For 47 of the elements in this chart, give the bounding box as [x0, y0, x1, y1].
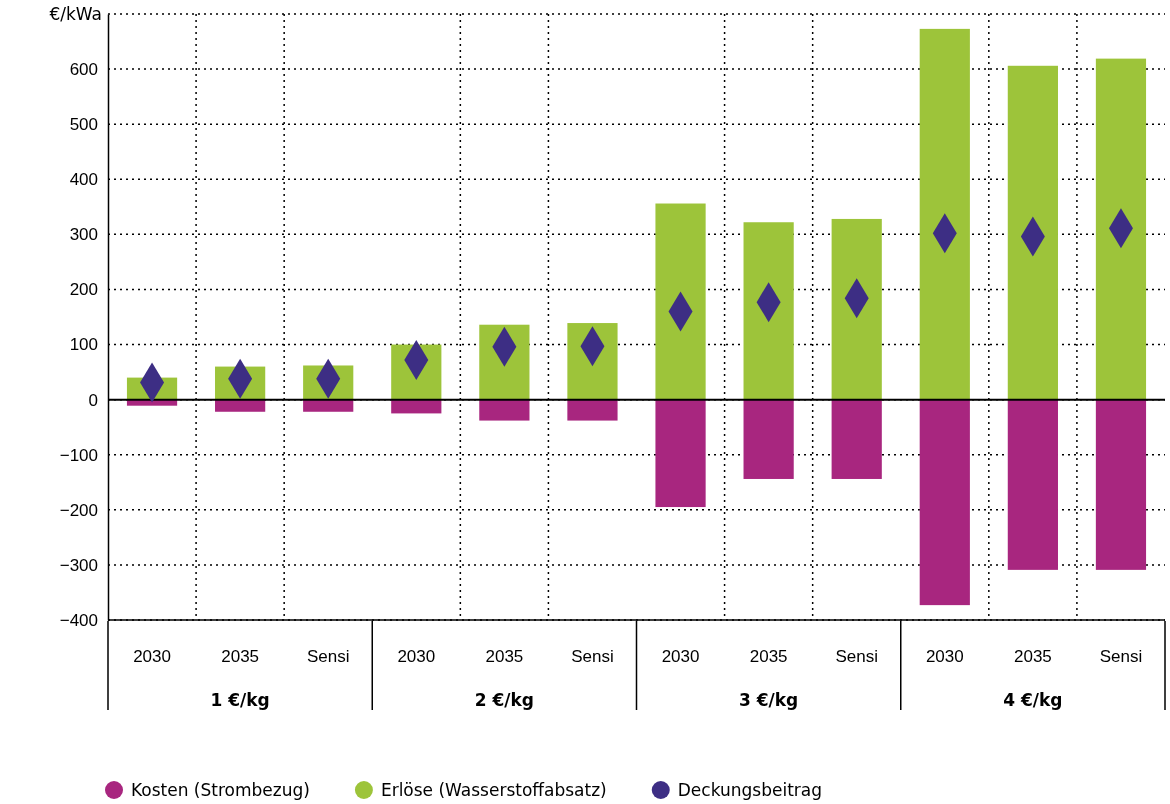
y-tick-label: 600: [69, 60, 98, 80]
bar: [215, 399, 266, 412]
bar: [1007, 65, 1058, 400]
legend-label: Erlöse (Wasserstoffabsatz): [380, 780, 607, 800]
text: 1 €/kg: [210, 690, 270, 710]
y-tick-label: 100: [69, 335, 98, 355]
y-tick-label: 500: [69, 115, 98, 135]
bar: [303, 399, 354, 412]
y-tick-label: −200: [59, 500, 98, 520]
text: 4 €/kg: [1003, 690, 1063, 710]
bar: [655, 203, 706, 400]
x-tick-label: Sensi: [1099, 647, 1143, 667]
y-tick-label: −100: [59, 445, 98, 465]
y-tick-label: 0: [88, 390, 98, 410]
y-tick-label: −300: [59, 555, 98, 575]
bar: [1095, 399, 1147, 570]
bar: [919, 399, 970, 606]
y-tick-label: 300: [69, 225, 98, 245]
x-tick-label: 2035: [485, 647, 524, 667]
x-tick-label: 2035: [221, 647, 260, 667]
text: 3 €/kg: [738, 690, 799, 710]
x-tick-label: 2030: [925, 647, 964, 667]
bar: [743, 399, 794, 479]
bar: [1095, 58, 1147, 400]
text: 2 €/kg: [474, 690, 535, 710]
bar: [1007, 399, 1058, 570]
legend-label: Kosten (Strombezug): [131, 780, 310, 800]
x-tick-label: 2030: [661, 647, 700, 667]
y-tick-label: 400: [69, 170, 98, 190]
bar: [831, 218, 882, 400]
x-tick-label: 2030: [133, 647, 171, 667]
x-tick-label: 2035: [749, 647, 788, 667]
y-tick-label: −400: [59, 610, 98, 630]
y-tick-label: 200: [69, 280, 98, 300]
x-tick-label: 2030: [397, 647, 436, 667]
x-tick-label: 2035: [1013, 647, 1052, 667]
x-tick-label: Sensi: [835, 647, 878, 667]
bar: [831, 399, 882, 479]
bar: [919, 28, 970, 400]
y-axis-title: €/kWa: [49, 4, 102, 24]
x-tick-label: Sensi: [571, 647, 614, 667]
x-tick-label: Sensi: [306, 647, 350, 667]
bar: [479, 399, 530, 421]
bar: [655, 399, 706, 508]
legend-label: Deckungsbeitrag: [677, 780, 823, 800]
bar: [743, 222, 794, 400]
bar: [567, 399, 618, 421]
